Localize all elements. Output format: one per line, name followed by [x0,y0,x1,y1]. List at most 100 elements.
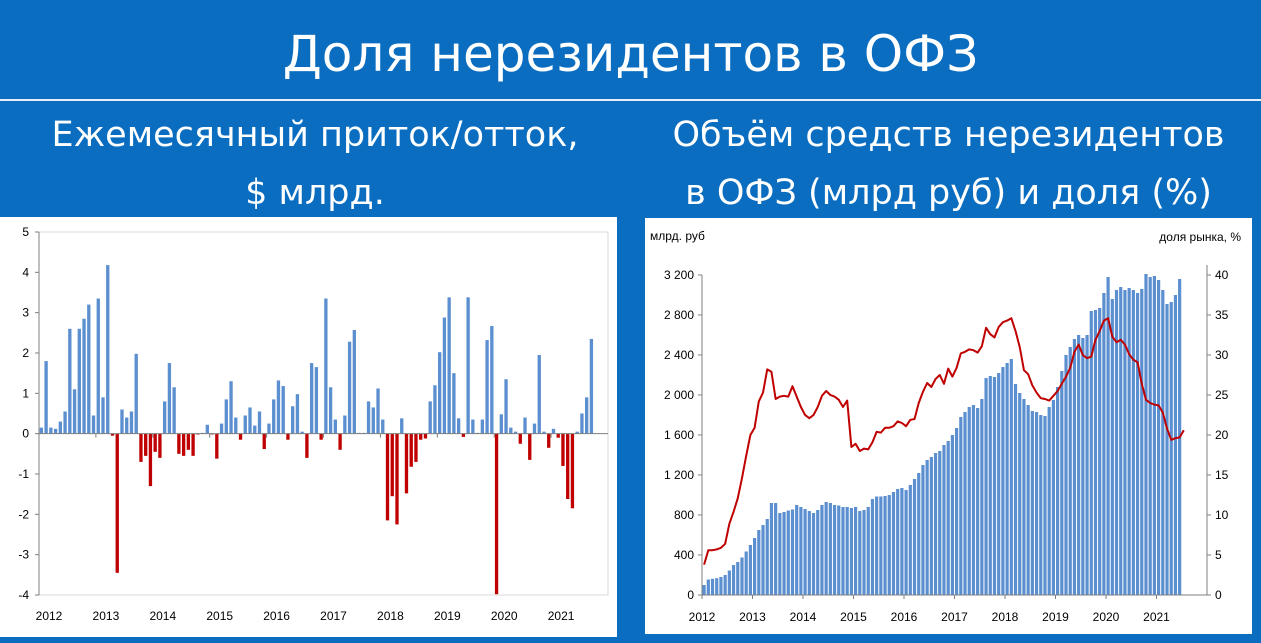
holdings-bar [1013,384,1018,595]
holdings-bar [988,376,992,595]
inflow-bar [224,399,228,434]
holdings-bar [790,509,795,595]
inflow-bar [513,431,518,434]
left-y-tick-label: 400 [674,548,694,562]
holdings-bar [1089,311,1093,595]
inflow-bar [309,363,314,434]
holdings-bar [1123,290,1127,595]
inflow-bar [167,363,172,434]
inflow-bar [324,298,328,434]
inflow-bar [352,330,356,434]
outflow-bar [148,433,153,487]
inflow-bar [272,399,276,434]
holdings-bar [811,513,816,595]
inflow-bar [276,380,281,434]
inflow-bar [504,379,508,434]
y-tick-label: 0 [22,427,29,441]
y-tick-label: 3 [22,306,29,320]
holdings-bar [908,485,912,595]
holdings-chart-panel: млрд. руб доля рынка, % 0 400 800 1 200 1 600 2… [645,218,1252,634]
holdings-bar [799,507,803,595]
left-chart-subtitle: Ежемесячный приток/отток, $ млрд. [0,106,630,222]
inflow-bar [433,385,437,434]
inflow-bar [129,411,134,434]
holdings-bar [891,492,896,595]
holdings-bar [1161,290,1165,595]
holdings-bar [1043,416,1047,595]
holdings-bar [782,512,786,595]
holdings-bar [912,479,917,595]
x-tick-label: 2017 [320,609,347,623]
inflow-bar [300,431,304,434]
inflow-bar [452,373,456,434]
inflow-bar [371,407,375,434]
holdings-bar [887,495,891,595]
right-y-tick-label: 25 [1215,388,1229,402]
inflow-bar [542,431,546,434]
holdings-bar [841,507,845,595]
inflow-bar [333,419,338,434]
holdings-bar [1051,400,1055,595]
outflow-bar [528,433,532,460]
inflow-bar [267,423,271,434]
right-chart-subtitle: Объём средств нерезидентов в ОФЗ (млрд р… [636,106,1261,222]
outflow-bar [561,433,565,466]
market-share-line [703,317,1185,565]
x-tick-label: 2018 [377,609,404,623]
inflow-bar [523,417,527,434]
x-tick-label: 2016 [263,609,290,623]
inflow-bar [343,415,347,434]
holdings-bar [896,489,900,595]
inflow-bar [575,431,579,434]
inflow-bar [509,427,513,434]
right-subtitle-line1: Объём средств нерезидентов [672,115,1225,155]
inflow-bar [53,428,58,434]
y-tick-label: 5 [22,225,29,239]
holdings-bar [719,577,723,595]
holdings-bar [1152,276,1156,595]
holdings-bar [1077,335,1081,595]
x-tick-label: 2015 [206,609,233,623]
holdings-bar [1093,310,1098,595]
outflow-bar [461,433,466,437]
holdings-bar [938,451,942,595]
x-tick-label: 2017 [941,610,968,624]
holdings-bar [959,417,963,595]
right-y-tick-label: 10 [1215,508,1229,522]
inflow-bar [442,317,447,434]
inflow-bar [219,423,224,434]
y-tick-label: 1 [22,386,29,400]
holdings-bar [870,499,875,595]
outflow-bar [158,433,162,458]
outflow-bar [409,433,413,467]
flows-chart-panel: -4 -3 -2 -1 0 1 2 3 4 5 2012 2013 2014 2015 2016 2017 20… [0,217,617,637]
outflow-bar [338,433,342,450]
x-tick-label: 2020 [491,609,518,623]
holdings-bar [761,525,765,595]
holdings-bar [816,510,820,595]
holdings-bar [845,507,849,595]
inflow-bar [39,427,44,434]
inflow-bar [551,428,556,434]
inflow-bar [248,407,252,434]
holdings-bar [1098,308,1102,595]
holdings-bar [967,407,971,595]
outflow-bar [395,433,399,525]
holdings-bar [820,505,824,595]
holdings-bar [854,507,858,595]
holdings-bar [1056,387,1060,595]
outflow-bar [177,433,181,454]
holdings-bar [736,562,740,595]
outflow-bar [144,433,148,456]
plot-area-border [38,231,609,596]
holdings-bar [1072,339,1077,595]
outflow-bar [115,433,119,573]
holdings-bar [723,575,727,595]
inflow-bar [532,423,537,434]
inflow-bar [314,367,319,434]
inflow-bar [58,421,62,434]
inflow-bar [295,394,300,434]
holdings-bar [1165,304,1169,595]
left-y-tick-label: 800 [674,508,694,522]
left-y-tick-label: 2 400 [664,348,694,362]
